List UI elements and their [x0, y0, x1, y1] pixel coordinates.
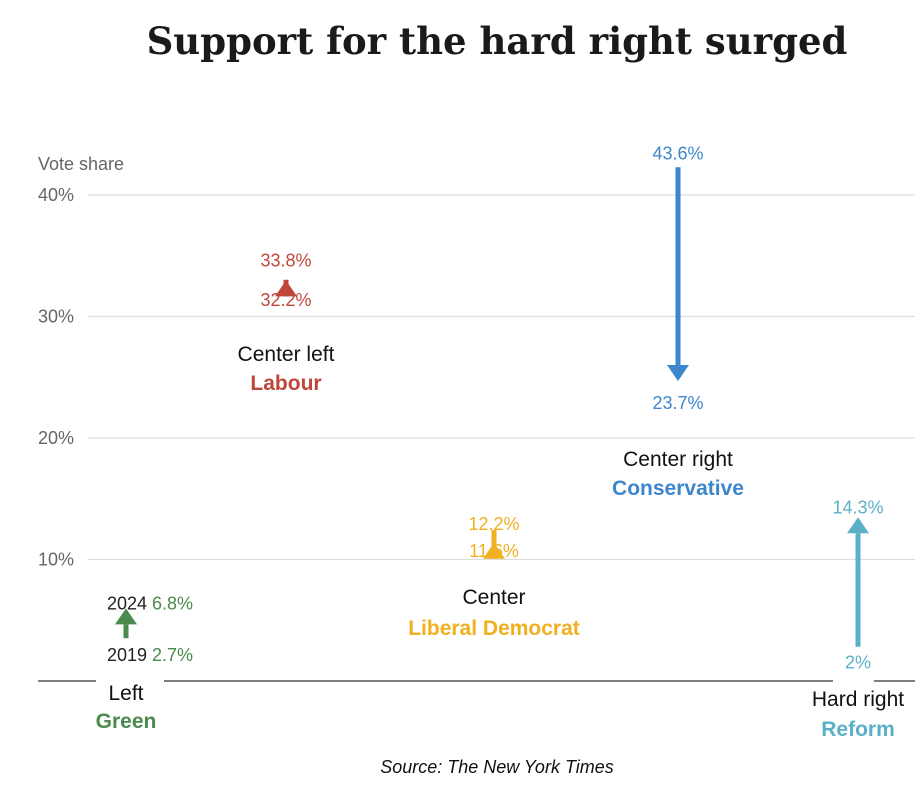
value-2024-reform: 14.3%	[832, 497, 883, 517]
party-label-liberal-democrat: Liberal Democrat	[408, 617, 580, 640]
position-label-conservative: Center right	[623, 448, 733, 471]
y-axis-label: Vote share	[38, 154, 124, 174]
year-label-2024: 2024	[107, 593, 147, 613]
year-label-2019: 2019	[107, 645, 147, 665]
party-label-labour: Labour	[250, 372, 321, 395]
party-labels: 2.7% 6.8% 2019 2024 Left Green 32.2% 33.8% Cente…	[96, 143, 905, 741]
chart-title: Support for the hard right surged	[147, 19, 848, 63]
value-2024-liberal-democrat: 12.2%	[468, 514, 519, 534]
arrow-head-labour	[275, 280, 297, 297]
position-label-green: Left	[108, 682, 143, 705]
arrow-head-liberal-democrat	[483, 542, 505, 559]
y-tick-20: 20%	[38, 428, 74, 448]
y-tick-10: 10%	[38, 550, 74, 570]
party-arrows	[115, 167, 869, 647]
party-label-green: Green	[96, 710, 157, 733]
position-label-liberal-democrat: Center	[462, 586, 525, 609]
party-label-reform: Reform	[821, 718, 895, 741]
value-2019-liberal-democrat: 11.6%	[469, 541, 519, 561]
y-tick-30: 30%	[38, 307, 74, 327]
arrow-head-reform	[847, 517, 869, 534]
value-2024-conservative: 23.7%	[652, 393, 703, 413]
position-label-reform: Hard right	[812, 688, 904, 711]
gridlines	[88, 194, 915, 561]
arrow-head-green	[115, 608, 137, 625]
value-2019-green: 2.7%	[152, 645, 193, 665]
y-tick-40: 40%	[38, 185, 74, 205]
value-2024-green: 6.8%	[152, 593, 193, 613]
position-label-labour: Center left	[238, 343, 335, 366]
y-tick-labels: 10% 20% 30% 40%	[38, 185, 74, 570]
value-2024-labour: 33.8%	[260, 250, 311, 270]
party-label-conservative: Conservative	[612, 477, 744, 500]
value-2019-conservative: 43.6%	[652, 143, 703, 163]
value-2019-reform: 2%	[845, 653, 871, 673]
arrow-head-conservative	[667, 365, 689, 382]
source-note: Source: The New York Times	[380, 757, 614, 777]
value-2019-labour: 32.2%	[260, 290, 311, 310]
